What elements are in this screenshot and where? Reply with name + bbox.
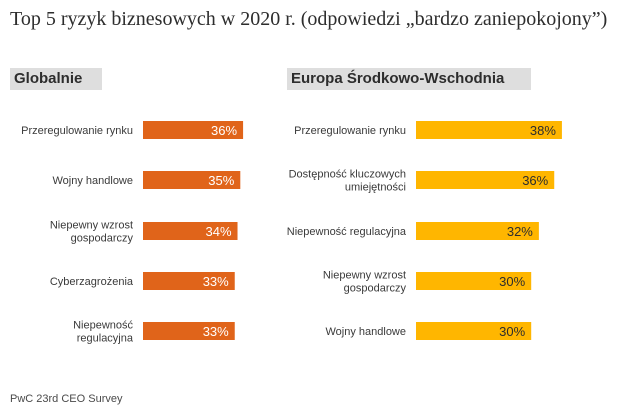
global-category-label-1: Przeregulowanie rynku bbox=[21, 125, 133, 137]
global-value-label-3: 34% bbox=[205, 224, 231, 239]
global-bar-2 bbox=[143, 171, 241, 189]
cee-value-label-3: 32% bbox=[507, 224, 533, 239]
cee-value-label-1: 38% bbox=[530, 123, 556, 138]
cee-category-label-2: Dostępność kluczowych umiejętności bbox=[289, 169, 406, 194]
cee-bar-1 bbox=[416, 121, 562, 139]
global-category-label-4: Cyberzagrożenia bbox=[50, 276, 134, 288]
global-value-label-1: 36% bbox=[211, 123, 237, 138]
global-value-label-2: 35% bbox=[208, 173, 234, 188]
cee-bar-2 bbox=[416, 171, 555, 189]
cee-bar-3 bbox=[416, 222, 539, 240]
cee-category-label-1: Przeregulowanie rynku bbox=[294, 125, 406, 137]
source-note: PwC 23rd CEO Survey bbox=[10, 393, 123, 405]
cee-value-label-4: 30% bbox=[499, 274, 525, 289]
cee-value-label-2: 36% bbox=[522, 173, 548, 188]
global-value-label-4: 33% bbox=[203, 274, 229, 289]
cee-value-label-5: 30% bbox=[499, 324, 525, 339]
global-category-label-2: Wojny handlowe bbox=[52, 175, 133, 187]
global-bar-5 bbox=[143, 322, 235, 340]
cee-bar-5 bbox=[416, 322, 532, 340]
global-bar-4 bbox=[143, 272, 235, 290]
global-category-label-5: Niepewność regulacyjna bbox=[73, 320, 134, 345]
cee-category-label-5: Wojny handlowe bbox=[325, 326, 406, 338]
panel-title-global: Globalnie bbox=[10, 68, 102, 90]
global-bar-1 bbox=[143, 121, 244, 139]
global-value-label-5: 33% bbox=[203, 324, 229, 339]
cee-category-label-3: Niepewność regulacyjna bbox=[287, 226, 407, 238]
cee-bar-4 bbox=[416, 272, 532, 290]
panel-title-cee: Europa Środkowo-Wschodnia bbox=[287, 68, 531, 90]
global-bar-3 bbox=[143, 222, 238, 240]
chart-title: Top 5 ryzyk biznesowych w 2020 r. (odpow… bbox=[10, 8, 608, 30]
cee-category-label-4: Niepewny wzrost gospodarczy bbox=[323, 270, 407, 295]
global-category-label-3: Niepewny wzrost gospodarczy bbox=[50, 220, 134, 245]
